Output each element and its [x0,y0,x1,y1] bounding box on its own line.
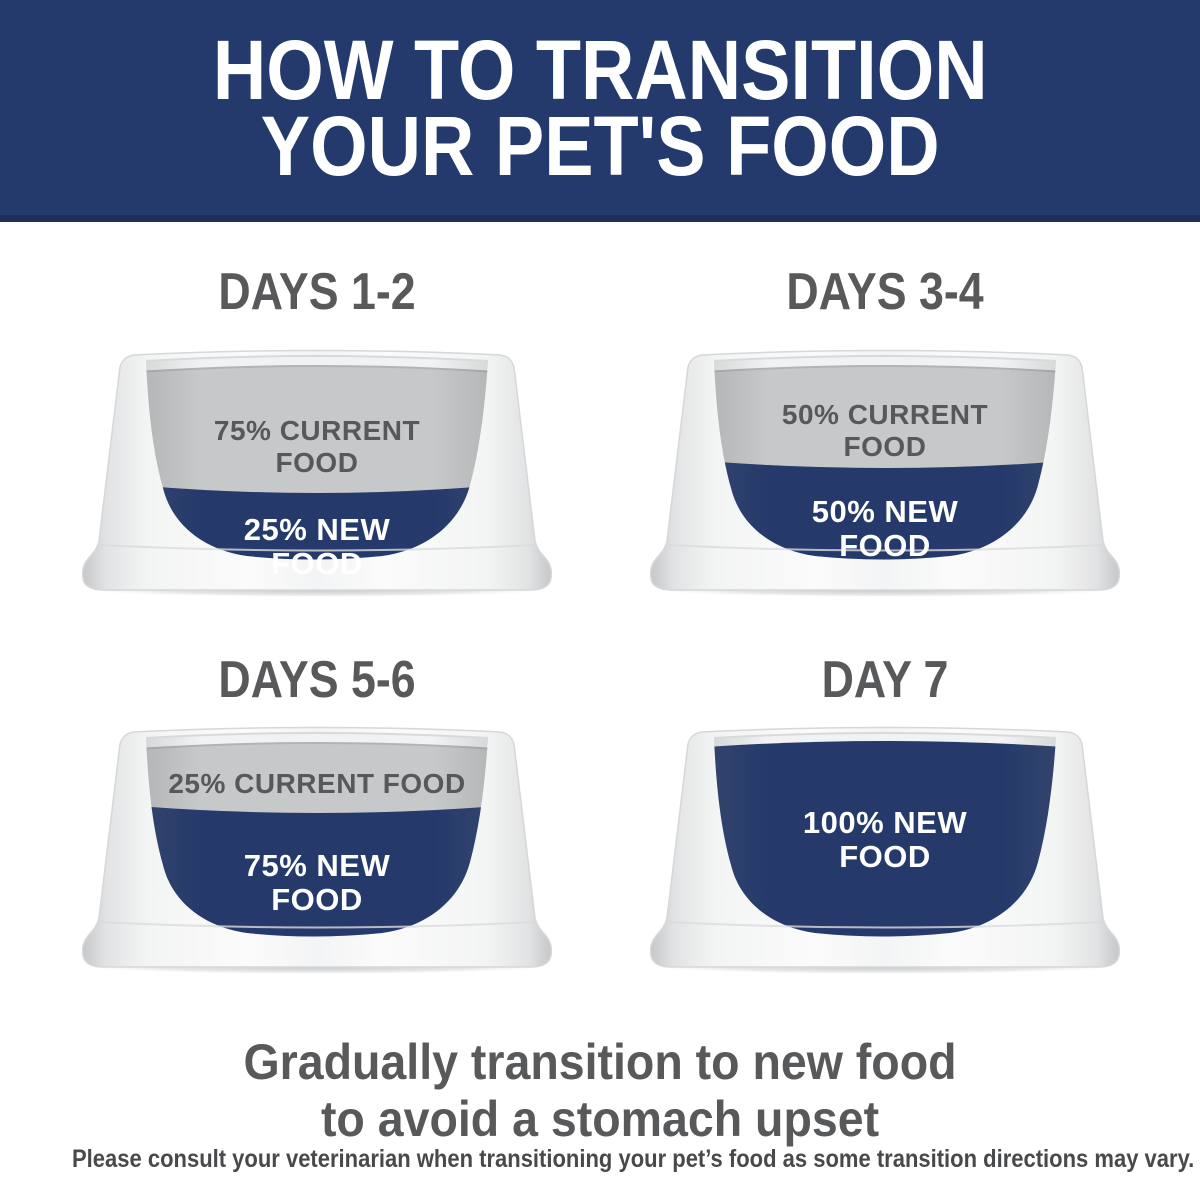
page-title: HOW TO TRANSITION YOUR PET'S FOOD [213,28,988,188]
current-food-line-2: FOOD [275,447,359,478]
current-food-line-2: FOOD [843,431,927,462]
new-food-label: 50% NEW FOOD [690,495,1080,563]
day-card-title: DAYS 3-4 [786,263,984,321]
pet-bowl-icon [82,349,552,597]
current-food-label: 25% CURRENT FOOD [122,768,512,800]
page-title-line-1: HOW TO TRANSITION [212,22,988,117]
pet-bowl-icon [650,726,1120,974]
current-food-label: 50% CURRENT FOOD [690,399,1080,463]
day-card-title: DAYS 5-6 [218,651,416,709]
day-card-title: DAYS 1-2 [218,263,416,321]
new-food-label: 25% NEW FOOD [122,513,512,581]
current-food-line-1: 50% CURRENT [781,399,989,430]
day-card-days-5-6: DAYS 5-6 25% CURRENT FOOD [47,640,587,975]
tagline-line-2: to avoid a stomach upset [320,1091,880,1147]
header-banner: HOW TO TRANSITION YOUR PET'S FOOD [0,0,1200,222]
day-card-days-3-4: DAYS 3-4 50% CURRENT FOOD [615,263,1155,598]
new-food-label: 100% NEW FOOD [690,806,1080,874]
new-food-line-2: FOOD [839,839,931,874]
new-food-label: 75% NEW FOOD [122,849,512,917]
pet-bowl-icon [650,349,1120,597]
tagline-line-1: Gradually transition to new food [243,1034,957,1090]
new-food-line-2: FOOD [839,528,931,563]
bowl-graphic: 50% CURRENT FOOD 50% NEW FOOD [650,343,1120,598]
current-food-line-1: 75% CURRENT [213,415,421,446]
new-food-line-2: FOOD [271,882,363,917]
new-food-line-1: 25% NEW [243,512,391,547]
current-food-label: 75% CURRENT FOOD [122,415,512,479]
new-food-line-2: FOOD [271,546,363,581]
tagline: Gradually transition to new food to avoi… [42,1034,1158,1148]
new-food-line-1: 75% NEW [243,848,391,883]
day-card-days-1-2: DAYS 1-2 75% CURRENT FOOD [47,263,587,598]
new-food-line-1: 50% NEW [811,494,959,529]
day-card-day-7: DAY 7 100% NEW FOOD [615,640,1155,975]
bowl-graphic: 25% CURRENT FOOD 75% NEW FOOD [82,720,552,975]
bowl-graphic: 75% CURRENT FOOD 25% NEW FOOD [82,343,552,598]
new-food-line-1: 100% NEW [802,805,968,840]
footnote: Please consult your veterinarian when tr… [72,1145,1195,1173]
current-food-line-1: 25% CURRENT FOOD [168,768,466,799]
pet-bowl-icon [82,726,552,974]
bowl-graphic: 100% NEW FOOD [650,720,1120,975]
page-title-line-2: YOUR PET'S FOOD [260,98,940,193]
day-card-title: DAY 7 [821,651,949,709]
